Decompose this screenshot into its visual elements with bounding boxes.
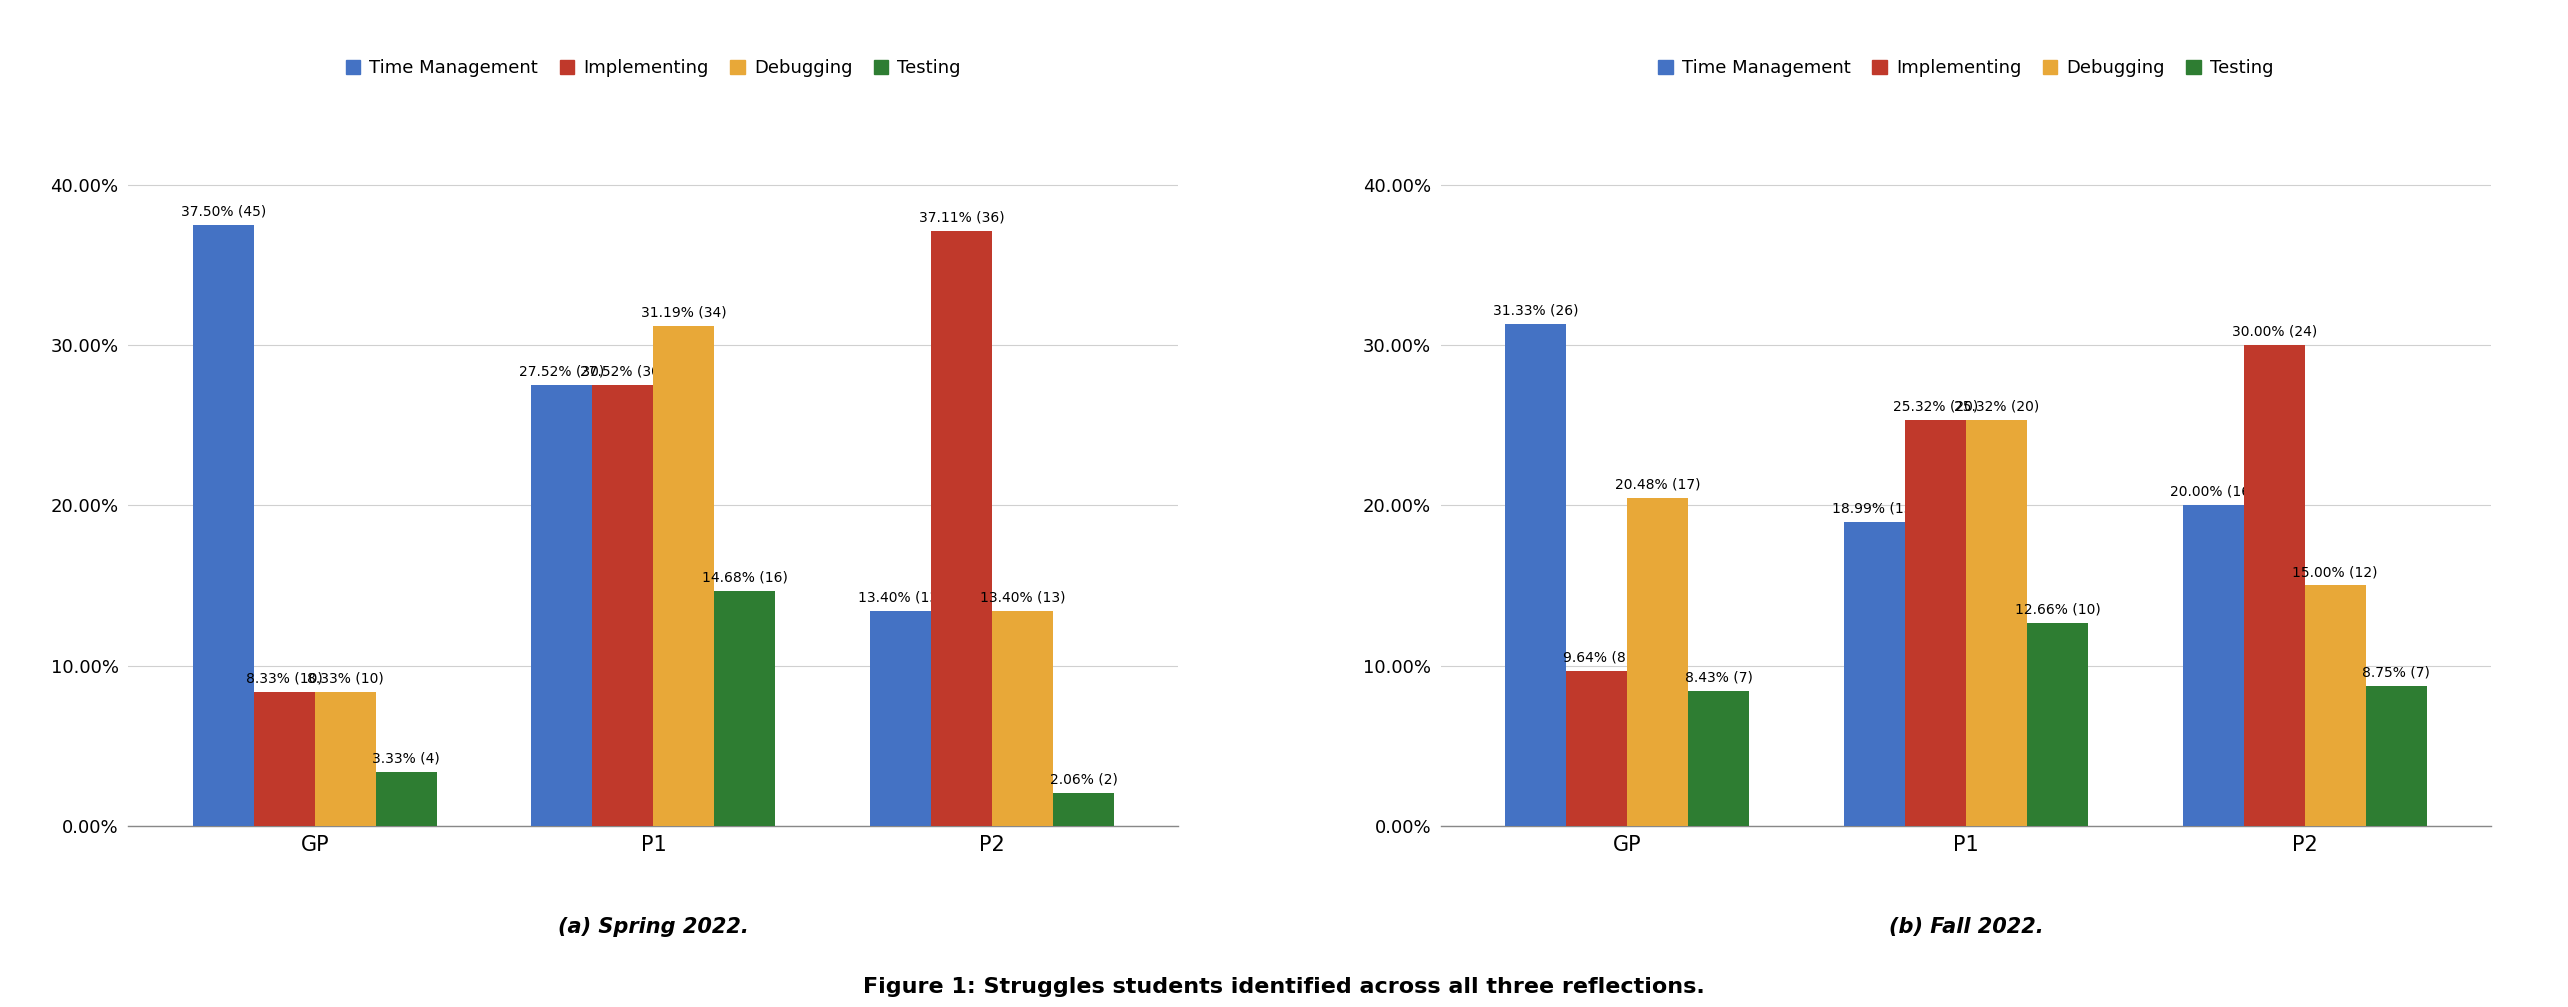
Legend: Time Management, Implementing, Debugging, Testing: Time Management, Implementing, Debugging…: [1659, 59, 2273, 78]
Bar: [1566, 672, 1628, 826]
Text: 31.33% (26): 31.33% (26): [1492, 303, 1579, 317]
Text: 8.33% (10): 8.33% (10): [247, 672, 324, 686]
Bar: [714, 590, 776, 826]
Bar: [375, 772, 437, 826]
Text: (a) Spring 2022.: (a) Spring 2022.: [557, 917, 750, 938]
Text: 8.33% (10): 8.33% (10): [306, 672, 383, 686]
Bar: [1687, 691, 1749, 826]
Bar: [316, 692, 375, 826]
Text: 30.00% (24): 30.00% (24): [2232, 324, 2316, 338]
Bar: [1967, 420, 2026, 826]
Bar: [2026, 623, 2088, 826]
Text: 8.75% (7): 8.75% (7): [2363, 666, 2429, 679]
Text: (b) Fall 2022.: (b) Fall 2022.: [1887, 917, 2044, 938]
Text: 27.52% (30): 27.52% (30): [580, 365, 665, 379]
Bar: [2365, 686, 2427, 826]
Bar: [532, 385, 593, 826]
Bar: [1053, 793, 1115, 826]
Bar: [1844, 522, 1905, 826]
Text: 18.99% (15): 18.99% (15): [1831, 501, 1918, 516]
Text: 9.64% (8): 9.64% (8): [1564, 651, 1631, 665]
Bar: [1628, 497, 1687, 826]
Text: 13.40% (13): 13.40% (13): [981, 591, 1066, 604]
Bar: [1505, 324, 1566, 826]
Text: 2.06% (2): 2.06% (2): [1050, 772, 1117, 786]
Bar: [2183, 506, 2244, 826]
Text: 13.40% (13): 13.40% (13): [858, 591, 942, 604]
Text: 3.33% (4): 3.33% (4): [372, 752, 439, 766]
Bar: [871, 611, 932, 826]
Text: 12.66% (10): 12.66% (10): [2013, 602, 2101, 616]
Text: 14.68% (16): 14.68% (16): [701, 570, 788, 584]
Legend: Time Management, Implementing, Debugging, Testing: Time Management, Implementing, Debugging…: [347, 59, 960, 78]
Bar: [1905, 420, 1967, 826]
Text: 37.11% (36): 37.11% (36): [919, 210, 1004, 225]
Bar: [2244, 345, 2303, 826]
Bar: [2303, 585, 2365, 826]
Text: 8.43% (7): 8.43% (7): [1685, 671, 1751, 685]
Bar: [593, 385, 652, 826]
Text: 20.48% (17): 20.48% (17): [1615, 477, 1700, 491]
Text: Figure 1: Struggles students identified across all three reflections.: Figure 1: Struggles students identified …: [863, 977, 1705, 997]
Bar: [991, 611, 1053, 826]
Bar: [254, 692, 316, 826]
Text: 20.00% (16): 20.00% (16): [2170, 485, 2255, 498]
Text: 37.50% (45): 37.50% (45): [180, 204, 267, 219]
Bar: [652, 326, 714, 826]
Text: 15.00% (12): 15.00% (12): [2293, 565, 2378, 579]
Text: 25.32% (20): 25.32% (20): [1954, 400, 2039, 414]
Bar: [932, 232, 991, 826]
Text: 31.19% (34): 31.19% (34): [642, 306, 727, 319]
Text: 27.52% (30): 27.52% (30): [519, 365, 603, 379]
Text: 25.32% (20): 25.32% (20): [1893, 400, 1977, 414]
Bar: [193, 225, 254, 826]
